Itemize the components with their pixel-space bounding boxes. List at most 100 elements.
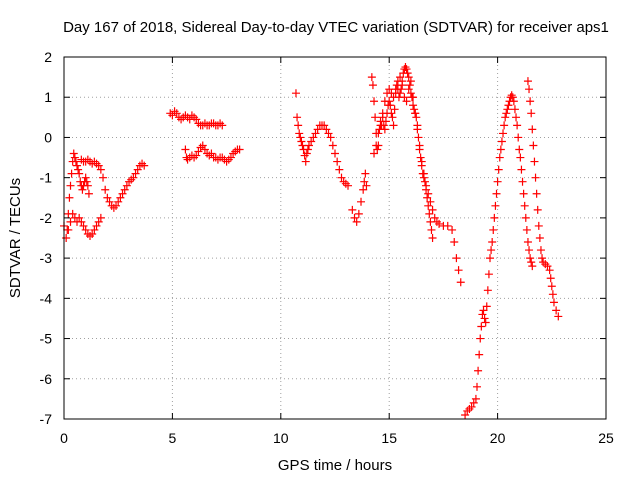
data-point bbox=[523, 77, 532, 86]
data-point bbox=[114, 197, 123, 206]
data-point bbox=[192, 151, 201, 160]
data-point bbox=[66, 181, 75, 190]
data-point bbox=[522, 225, 531, 234]
data-point bbox=[530, 157, 539, 166]
series-seg3 bbox=[77, 155, 149, 212]
data-point bbox=[501, 113, 510, 122]
data-point bbox=[477, 322, 486, 331]
y-tick-label: 2 bbox=[44, 49, 52, 65]
data-point bbox=[480, 314, 489, 323]
data-point bbox=[74, 165, 83, 174]
data-point bbox=[450, 238, 459, 247]
data-point bbox=[393, 77, 402, 86]
data-point bbox=[64, 225, 73, 234]
data-point bbox=[78, 185, 87, 194]
data-point bbox=[333, 157, 342, 166]
data-point bbox=[411, 109, 420, 118]
data-point bbox=[420, 177, 429, 186]
data-point bbox=[82, 177, 91, 186]
data-point bbox=[426, 197, 435, 206]
series-seg6 bbox=[291, 89, 353, 190]
series-seg5 bbox=[181, 141, 244, 166]
data-point bbox=[549, 298, 558, 307]
data-point bbox=[81, 173, 90, 182]
data-point bbox=[311, 129, 320, 138]
data-point bbox=[443, 221, 452, 230]
data-point bbox=[313, 125, 322, 134]
data-point bbox=[118, 189, 127, 198]
data-point bbox=[357, 197, 366, 206]
y-tick-label: 1 bbox=[44, 89, 52, 105]
data-point bbox=[88, 229, 97, 238]
data-point bbox=[122, 181, 131, 190]
data-point bbox=[309, 133, 318, 142]
data-point bbox=[374, 129, 383, 138]
data-point bbox=[331, 149, 339, 158]
data-point bbox=[388, 113, 397, 122]
data-point bbox=[406, 77, 415, 86]
data-point bbox=[474, 366, 483, 375]
data-point bbox=[376, 121, 385, 130]
data-point bbox=[519, 189, 528, 198]
data-point bbox=[424, 189, 433, 198]
data-point bbox=[396, 89, 405, 98]
data-point bbox=[378, 109, 387, 118]
data-point bbox=[352, 217, 361, 226]
data-point bbox=[494, 165, 503, 174]
data-point bbox=[495, 153, 504, 162]
data-point bbox=[467, 402, 476, 411]
data-point bbox=[527, 258, 536, 267]
data-point bbox=[510, 105, 519, 114]
data-point bbox=[371, 113, 380, 122]
data-point bbox=[131, 169, 140, 178]
data-point bbox=[402, 97, 411, 106]
series-seg9 bbox=[370, 73, 465, 287]
series-seg1 bbox=[60, 149, 93, 242]
data-point bbox=[469, 398, 478, 407]
data-point bbox=[416, 153, 425, 162]
data-point bbox=[473, 382, 482, 391]
data-point bbox=[226, 153, 235, 162]
data-point bbox=[361, 169, 370, 178]
data-point bbox=[528, 125, 537, 134]
data-point bbox=[380, 97, 389, 106]
data-point bbox=[518, 177, 527, 186]
data-point bbox=[370, 97, 379, 106]
data-point bbox=[497, 137, 506, 146]
data-point bbox=[471, 394, 480, 403]
data-point bbox=[192, 115, 201, 124]
data-point bbox=[528, 262, 537, 271]
data-point bbox=[92, 221, 101, 230]
data-point bbox=[476, 334, 485, 343]
data-point bbox=[401, 63, 410, 72]
data-point bbox=[350, 213, 359, 222]
data-point bbox=[526, 97, 535, 106]
data-point bbox=[320, 121, 329, 130]
data-point bbox=[430, 213, 439, 222]
data-point bbox=[103, 193, 112, 202]
data-point bbox=[105, 197, 114, 206]
data-point bbox=[488, 238, 497, 247]
data-point bbox=[428, 205, 437, 214]
data-point bbox=[303, 145, 312, 154]
data-point bbox=[533, 205, 542, 214]
data-point bbox=[535, 234, 544, 242]
data-point bbox=[398, 81, 407, 90]
y-tick-label: -6 bbox=[40, 371, 53, 387]
y-tick-label: -5 bbox=[40, 331, 53, 347]
data-point bbox=[517, 165, 526, 174]
chart-title: Day 167 of 2018, Sidereal Day-to-day VTE… bbox=[63, 19, 609, 36]
data-point bbox=[548, 290, 557, 299]
data-point bbox=[456, 278, 465, 287]
y-tick-label: 0 bbox=[44, 129, 52, 145]
data-point bbox=[75, 213, 84, 222]
data-point bbox=[534, 221, 543, 230]
data-point bbox=[545, 266, 554, 275]
data-point bbox=[77, 217, 86, 226]
data-point bbox=[94, 217, 103, 226]
data-point bbox=[198, 141, 207, 150]
data-point bbox=[478, 310, 487, 319]
data-point bbox=[302, 149, 311, 158]
data-point bbox=[344, 181, 353, 190]
x-tick-label: 15 bbox=[381, 430, 397, 446]
